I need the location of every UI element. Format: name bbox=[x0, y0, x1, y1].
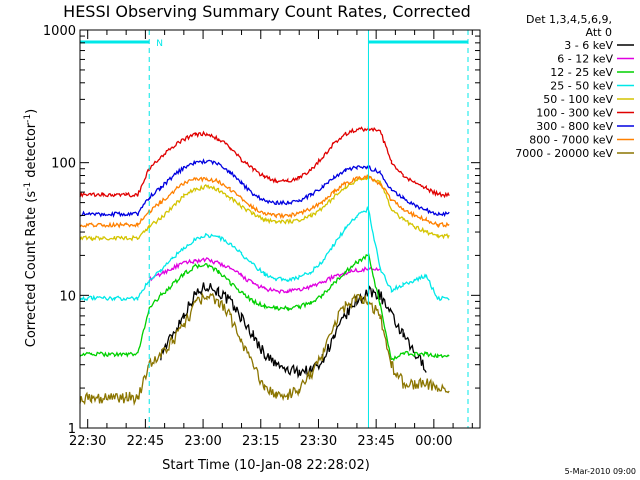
y-axis-label-mid: detector bbox=[24, 122, 39, 182]
y-axis-label-exp1: -1 bbox=[23, 182, 33, 191]
x-tick-label: 23:45 bbox=[357, 434, 394, 449]
y-axis-label-main: Corrected Count Rate (s bbox=[24, 191, 39, 348]
x-tick-label: 23:30 bbox=[300, 434, 337, 449]
y-tick-label: 1000 bbox=[43, 24, 76, 39]
x-tick-label: 23:15 bbox=[242, 434, 279, 449]
x-axis-label: Start Time (10-Jan-08 22:28:02) bbox=[162, 458, 370, 473]
legend-header: Det 1,3,4,5,6,9, bbox=[526, 13, 612, 26]
timestamp: 5-Mar-2010 09:00 bbox=[565, 467, 636, 476]
legend-label: 7000 - 20000 keV bbox=[515, 147, 613, 160]
chart-title: HESSI Observing Summary Count Rates, Cor… bbox=[63, 2, 471, 21]
y-axis-label: Corrected Count Rate (s-1 detector-1) bbox=[23, 109, 39, 347]
series-line bbox=[79, 205, 450, 302]
series-line bbox=[79, 126, 450, 199]
series-line bbox=[160, 282, 427, 380]
y-axis-label-exp2: -1 bbox=[23, 114, 33, 123]
x-tick-label: 00:00 bbox=[415, 434, 452, 449]
series-line bbox=[79, 158, 450, 218]
x-tick-label: 22:30 bbox=[69, 434, 106, 449]
legend-label: 3 - 6 keV bbox=[564, 39, 613, 52]
series-line bbox=[79, 291, 450, 407]
series-line bbox=[79, 253, 450, 362]
y-tick-label: 10 bbox=[59, 289, 76, 304]
series-line bbox=[79, 174, 450, 229]
legend-label: 800 - 7000 keV bbox=[529, 134, 613, 147]
legend-label: 12 - 25 keV bbox=[550, 66, 613, 79]
legend-label: 6 - 12 keV bbox=[557, 53, 613, 66]
legend-label: 50 - 100 keV bbox=[543, 93, 613, 106]
y-tick-label: 100 bbox=[51, 157, 76, 172]
series-line bbox=[79, 175, 450, 242]
y-tick-label: 1 bbox=[68, 422, 76, 437]
legend-label: 100 - 300 keV bbox=[536, 107, 613, 120]
x-tick-label: 22:45 bbox=[127, 434, 164, 449]
plot-lines bbox=[79, 126, 450, 407]
x-tick-label: 23:00 bbox=[184, 434, 221, 449]
flag-label: N bbox=[156, 39, 163, 49]
legend-header: Att 0 bbox=[586, 26, 612, 39]
y-axis-label-end: ) bbox=[24, 109, 39, 114]
annotations: N bbox=[80, 30, 469, 428]
legend-label: 300 - 800 keV bbox=[536, 120, 613, 133]
axes: 1 10 100 1000 22:30 22:45 23:00 23:15 23:30 23:45… bbox=[43, 24, 480, 449]
legend-label: 25 - 50 keV bbox=[550, 80, 613, 93]
series-line bbox=[148, 257, 381, 295]
